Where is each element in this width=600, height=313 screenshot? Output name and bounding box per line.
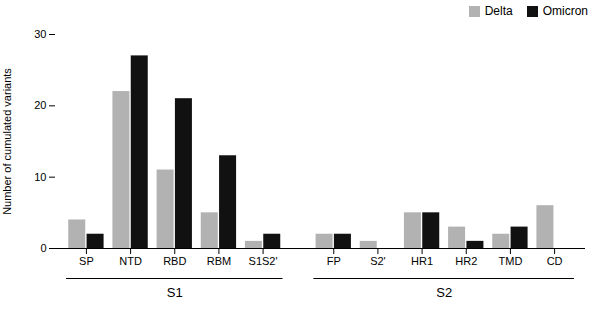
svg-text:Number of cumulated variants: Number of cumulated variants	[1, 68, 13, 215]
svg-text:RBM: RBM	[207, 255, 231, 267]
svg-text:RBD: RBD	[163, 255, 186, 267]
svg-text:S1S2': S1S2'	[249, 255, 278, 267]
svg-text:NTD: NTD	[119, 255, 142, 267]
html-text:Delta: Delta	[484, 4, 513, 18]
svg-text:30: 30	[34, 28, 46, 40]
svg-text:S1: S1	[167, 285, 183, 300]
html-text:Omicron: Omicron	[542, 4, 588, 18]
svg-text:0: 0	[40, 242, 46, 254]
svg-text:FP: FP	[327, 255, 341, 267]
svg-text:HR2: HR2	[455, 255, 477, 267]
svg-text:HR1: HR1	[411, 255, 433, 267]
svg-text:SP: SP	[79, 255, 94, 267]
svg-text:CD: CD	[547, 255, 563, 267]
svg-text:S2': S2'	[370, 255, 386, 267]
svg-text:20: 20	[34, 99, 46, 111]
svg-text:TMD: TMD	[499, 255, 523, 267]
svg-text:S2: S2	[436, 285, 452, 300]
svg-text:10: 10	[34, 171, 46, 183]
